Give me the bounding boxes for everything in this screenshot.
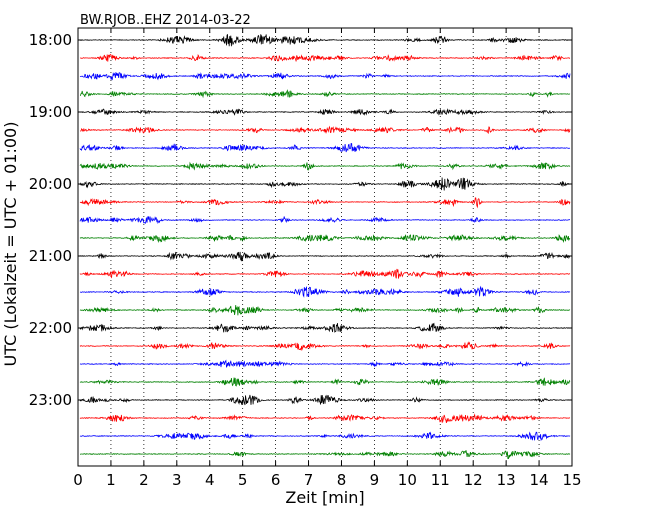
y-axis-label: UTC (Lokalzeit = UTC + 01:00) — [1, 122, 20, 367]
seismogram-traces — [79, 34, 571, 459]
trace-1845 — [79, 89, 571, 99]
trace-2345 — [80, 450, 571, 459]
trace-2015 — [79, 197, 571, 209]
trace-2030 — [79, 216, 570, 224]
x-tick-label: 0 — [73, 471, 83, 489]
x-tick-label: 7 — [304, 471, 314, 489]
y-axis-ticks: 18:00 19:00 20:00 21:00 22:00 23:00 — [29, 31, 572, 409]
trace-1800 — [79, 34, 571, 47]
x-tick-label: 8 — [337, 471, 347, 489]
y-tick-label: 21:00 — [29, 247, 72, 265]
x-tick-label: 14 — [530, 471, 549, 489]
x-tick-label: 2 — [139, 471, 149, 489]
trace-1915 — [79, 125, 571, 135]
x-tick-label: 11 — [431, 471, 450, 489]
trace-2000 — [79, 177, 571, 191]
trace-1930 — [79, 143, 571, 153]
trace-2245 — [79, 377, 571, 387]
x-tick-label: 12 — [464, 471, 483, 489]
trace-2230 — [79, 359, 571, 368]
trace-2130 — [79, 285, 571, 298]
trace-2215 — [79, 341, 571, 351]
x-tick-label: 3 — [172, 471, 182, 489]
y-tick-label: 18:00 — [29, 31, 72, 49]
y-tick-label: 19:00 — [29, 103, 72, 121]
x-axis-ticks: 0 1 2 3 4 5 6 7 8 9 10 11 12 13 14 15 — [73, 28, 582, 489]
y-tick-label: 22:00 — [29, 319, 72, 337]
x-tick-label: 5 — [238, 471, 248, 489]
x-tick-label: 4 — [205, 471, 215, 489]
x-axis-label: Zeit [min] — [285, 488, 364, 507]
trace-1900 — [79, 108, 571, 116]
trace-2330 — [79, 431, 571, 442]
trace-2300 — [79, 394, 571, 406]
x-tick-label: 9 — [370, 471, 380, 489]
trace-2045 — [79, 234, 571, 243]
trace-1830 — [79, 72, 571, 81]
y-tick-label: 23:00 — [29, 391, 72, 409]
trace-2115 — [79, 268, 571, 279]
x-tick-label: 10 — [398, 471, 417, 489]
x-tick-label: 1 — [106, 471, 116, 489]
chart-title: BW.RJOB..EHZ 2014-03-22 — [80, 13, 251, 28]
x-tick-label: 6 — [271, 471, 281, 489]
trace-2315 — [79, 413, 571, 423]
trace-1945 — [79, 161, 571, 171]
trace-2200 — [79, 322, 571, 333]
x-tick-label: 15 — [562, 471, 581, 489]
trace-2145 — [79, 305, 571, 316]
x-tick-label: 13 — [497, 471, 516, 489]
y-tick-label: 20:00 — [29, 175, 72, 193]
trace-2100 — [79, 251, 571, 262]
trace-1815 — [79, 53, 571, 62]
plot-frame — [77, 27, 573, 467]
